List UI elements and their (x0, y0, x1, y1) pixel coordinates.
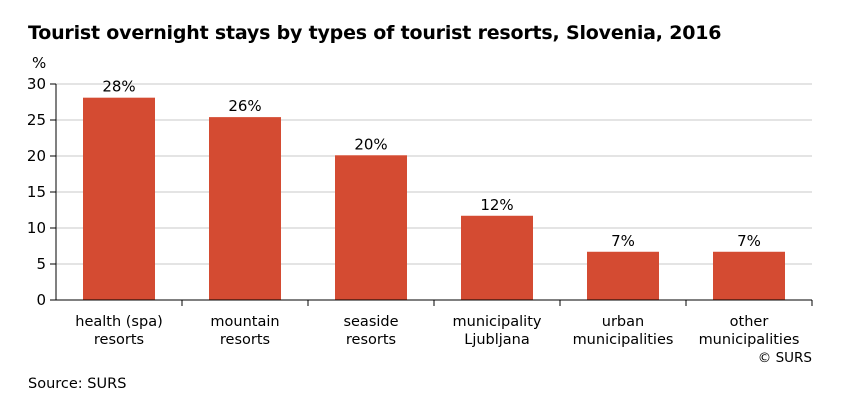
source-note: Source: SURS (28, 376, 127, 392)
y-tick-label: 0 (36, 291, 46, 309)
bar (209, 117, 281, 301)
bar (335, 155, 407, 300)
bar (83, 97, 155, 301)
category-label: other (730, 314, 769, 330)
data-label: 20% (354, 135, 387, 153)
y-tick-label: 15 (27, 183, 46, 201)
category-label: health (spa) (75, 314, 162, 330)
copyright-label: © SURS (758, 350, 812, 366)
bar (587, 251, 659, 300)
chart-title: Tourist overnight stays by types of tour… (28, 22, 722, 44)
data-label: 7% (737, 232, 761, 250)
data-label: 26% (228, 97, 261, 115)
data-label: 28% (102, 78, 135, 96)
category-label: mountain (210, 314, 279, 330)
category-label: municipality (453, 314, 542, 330)
gridlines (56, 83, 812, 265)
y-tick-label: 20 (27, 147, 46, 165)
y-tick-label: 5 (36, 255, 46, 273)
bar (713, 251, 785, 300)
data-label: 12% (480, 196, 513, 214)
y-tick-label: 25 (27, 111, 46, 129)
category-label: urban (602, 314, 644, 330)
category-label: municipalities (573, 332, 674, 348)
category-label: resorts (346, 332, 396, 348)
bars: 28% 26% 20% 12% 7% 7% (83, 78, 785, 301)
y-tick-label: 30 (27, 75, 46, 93)
axes: 0 5 10 15 20 25 30 health (spa) resorts mountain r… (27, 75, 813, 348)
category-label: resorts (220, 332, 270, 348)
category-label: resorts (94, 332, 144, 348)
y-tick-label: 10 (27, 219, 46, 237)
category-label: municipalities (699, 332, 800, 348)
category-label: Ljubljana (464, 332, 530, 348)
bar (461, 215, 533, 300)
y-axis-label: % (32, 54, 46, 72)
category-label: seaside (343, 314, 398, 330)
data-label: 7% (611, 232, 635, 250)
